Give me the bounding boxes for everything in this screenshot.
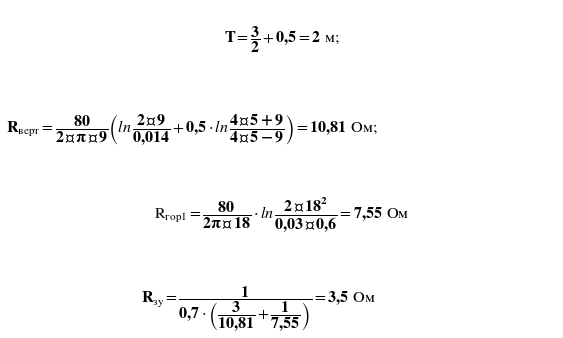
Text: $\mathbf{\text{R}}_{\mathbf{\text{гор1}}} = \dfrac{\mathbf{80}}{\mathbf{2\pi \cd: $\mathbf{\text{R}}_{\mathbf{\text{гор1}}… xyxy=(154,196,409,235)
Text: $\mathbf{R}_{\mathbf{\text{верт}}} = \dfrac{\mathbf{80}}{\mathbf{2 \cdot \pi \cd: $\mathbf{R}_{\mathbf{\text{верт}}} = \df… xyxy=(6,112,378,146)
Text: $\mathbf{R}_{\mathbf{\text{зу}}} = \dfrac{\mathbf{1}}{\mathbf{0{,}7} \cdot \left: $\mathbf{R}_{\mathbf{\text{зу}}} = \dfra… xyxy=(141,284,377,334)
Text: $\mathbf{T} = \dfrac{\mathbf{3}}{\mathbf{2}} + \mathbf{0{,}5} = \mathbf{2}$ $\ma: $\mathbf{T} = \dfrac{\mathbf{3}}{\mathbf… xyxy=(224,24,339,55)
